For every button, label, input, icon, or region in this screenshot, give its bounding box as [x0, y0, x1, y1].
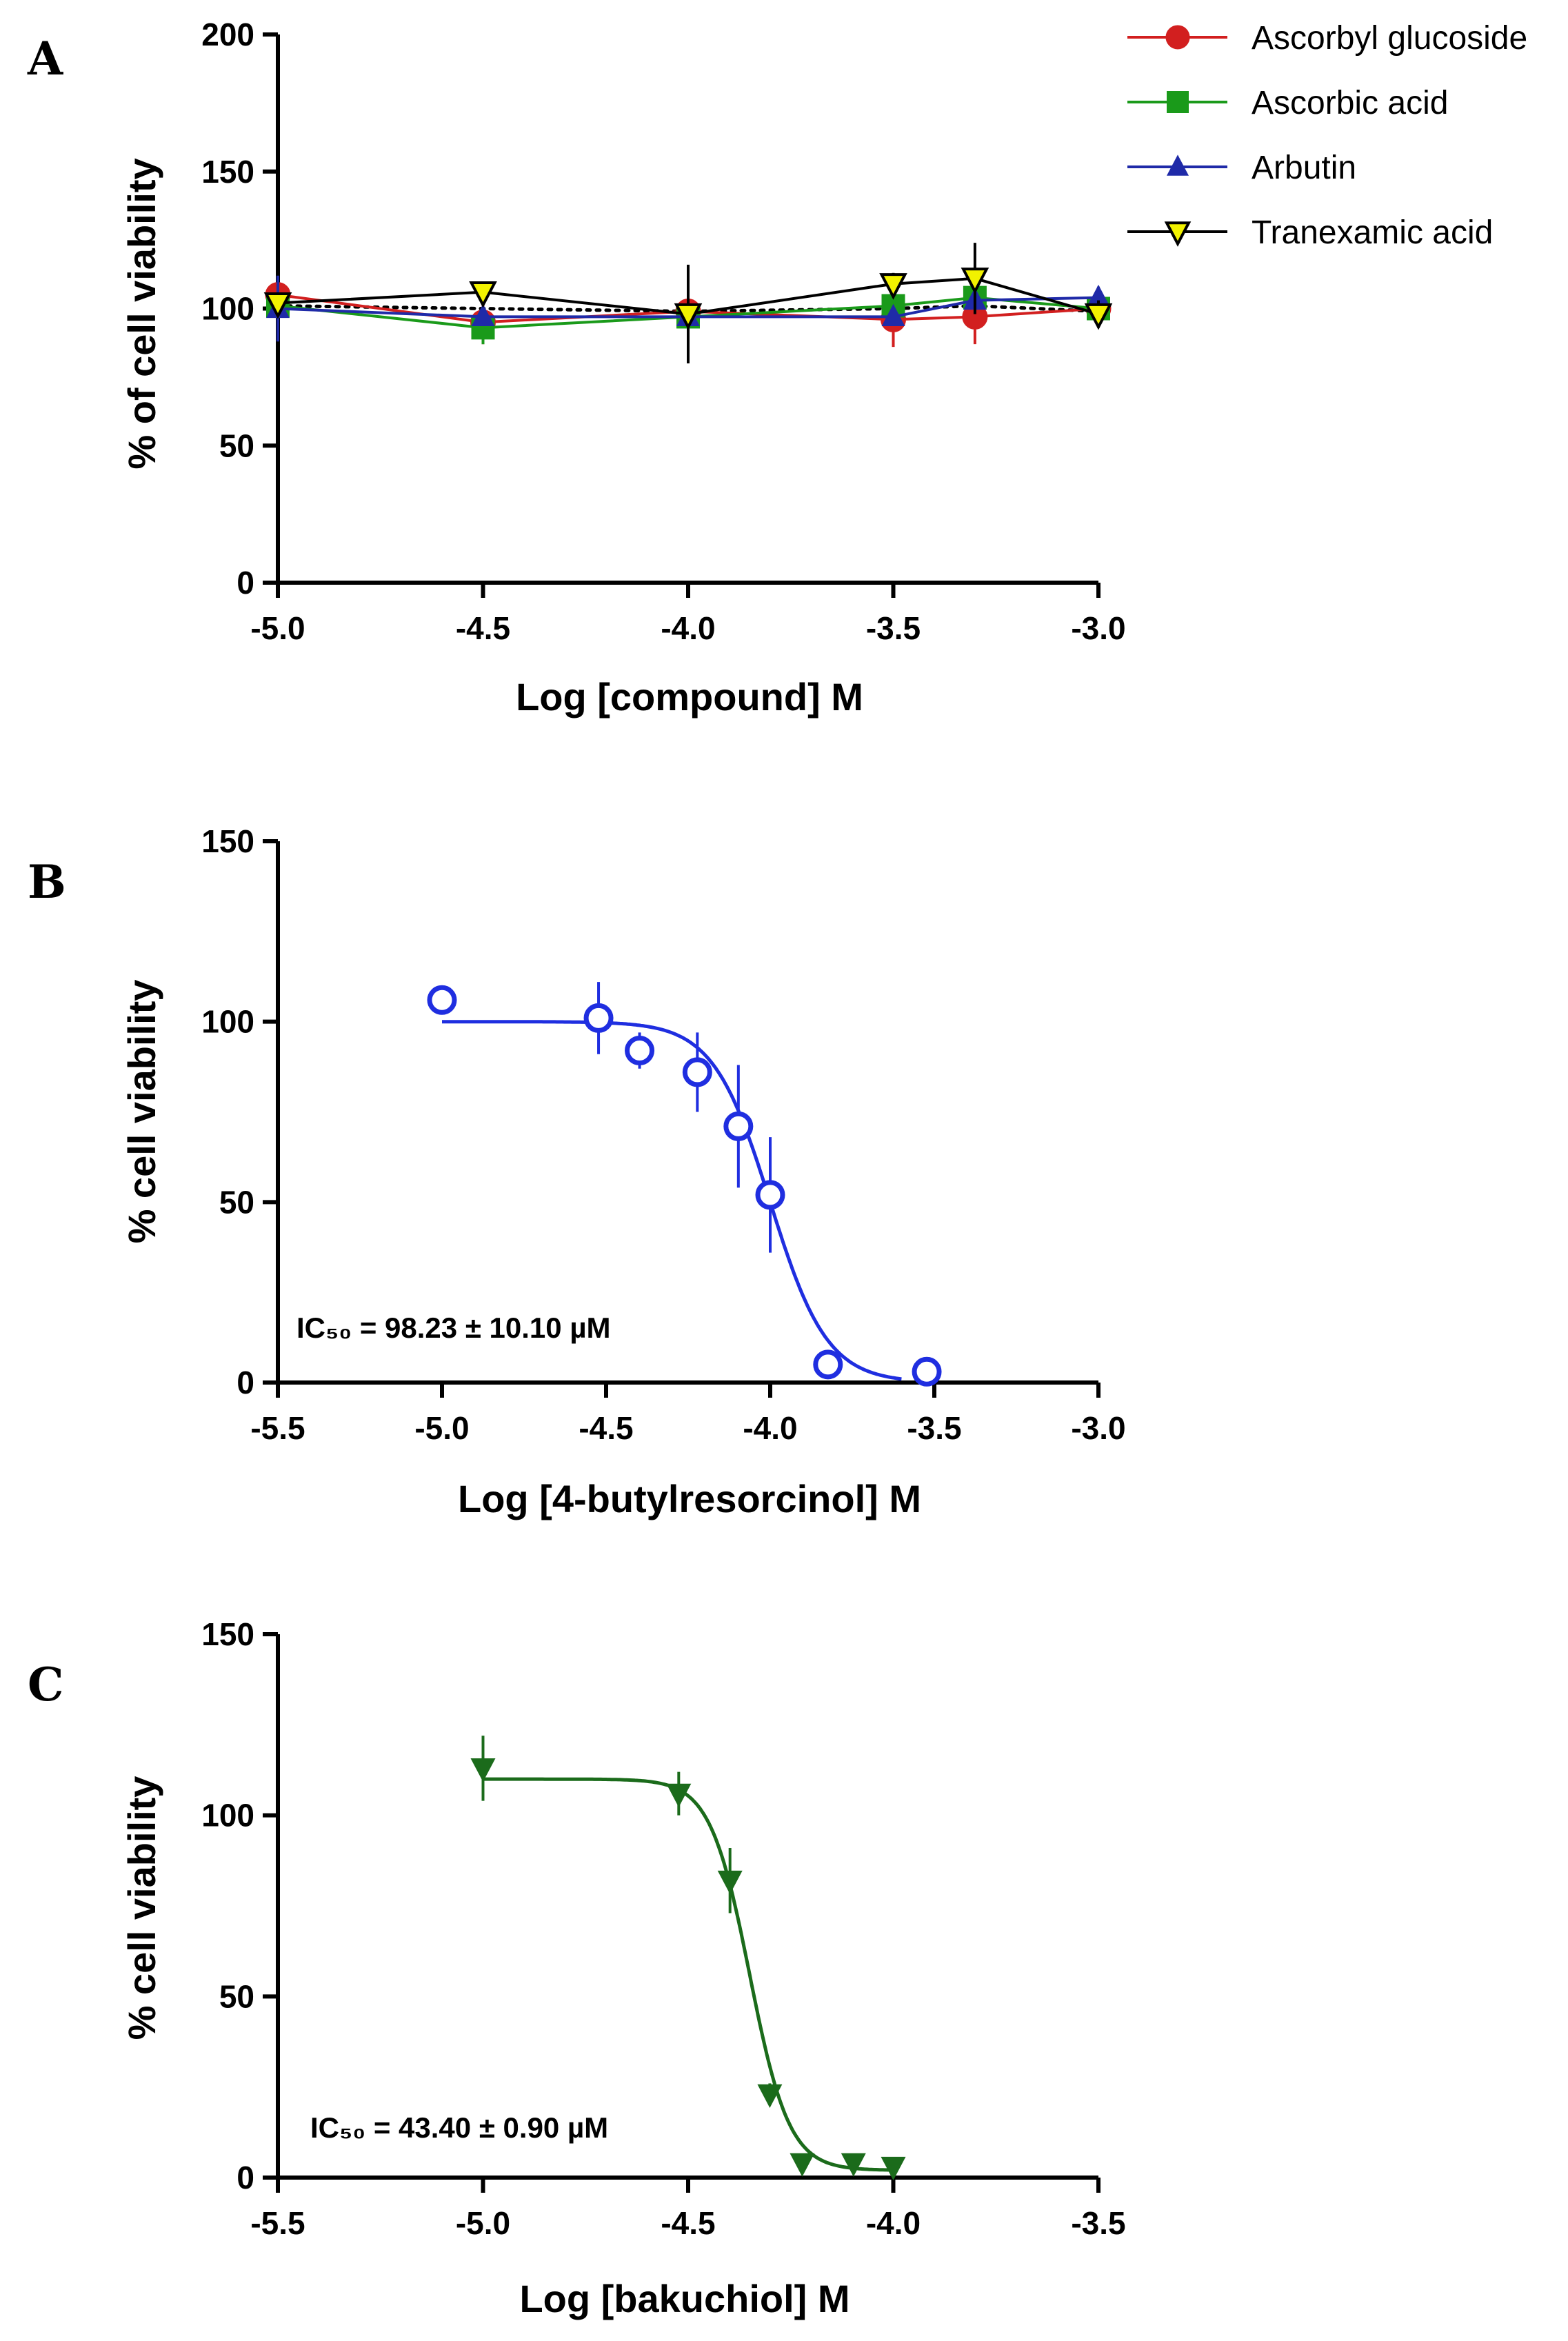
legend-entry: Ascorbic acid [1252, 85, 1448, 121]
panel-c-y-tick-label: 100 [201, 1798, 254, 1833]
panel-c: C -5.5 -5.0 -4.5 -4.0 -3.5 0 50 100 150 Log [bak… [28, 1616, 1126, 2320]
panel-b-label: B [28, 855, 66, 909]
panel-b-fit-curve [442, 1020, 902, 1381]
panel-b-x-tick-label: -3.5 [907, 1410, 961, 1446]
panel-a-x-tick-label: -4.5 [456, 610, 510, 646]
panel-a-y-tick-label: 0 [237, 565, 254, 601]
legend-marker [1167, 91, 1189, 113]
panel-a-plot: -5.0 -4.5 -4.0 -3.5 -3.0 0 50 100 150 200 [201, 17, 1125, 646]
panel-b-y-tick-label: 50 [219, 1184, 254, 1220]
panel-a: A -5.0 -4.5 -4.0 -3.5 -3.0 0 50 100 150 200 Log [… [27, 17, 1527, 719]
panel-a-label: A [27, 32, 63, 86]
panel-b-x-tick-label: -3.0 [1071, 1410, 1125, 1446]
panel-b-x-tick-label: -4.0 [743, 1410, 797, 1446]
panel-c-annotation: IC₅₀ = 43.40 ± 0.90 µM [310, 2111, 608, 2144]
panel-c-x-tick-label: -4.0 [866, 2205, 921, 2241]
panel-a-y-tick-label: 50 [219, 428, 254, 463]
panel-c-plot: -5.5 -5.0 -4.5 -4.0 -3.5 0 50 100 150 [201, 1616, 1125, 2241]
panel-a-data-point [879, 273, 907, 300]
panel-b-x-tick-label: -5.0 [414, 1410, 469, 1446]
panel-b-data-point [912, 1356, 942, 1387]
panel-c-data-point [666, 1783, 692, 1807]
panel-c-data-point [717, 1870, 743, 1895]
legend-marker [1164, 221, 1192, 247]
panel-b-y-tick-label: 100 [201, 1004, 254, 1040]
legend-marker [1165, 25, 1190, 50]
panel-c-y-tick-label: 0 [237, 2160, 254, 2196]
panel-a-legend: Ascorbyl glucoside Ascorbic acid Arbutin Tr… [1127, 20, 1527, 251]
panel-a-series-line [277, 277, 1099, 316]
panel-c-label: C [28, 1658, 64, 1711]
panel-a-y-tick-label: 200 [201, 17, 254, 52]
panel-a-data-point [1087, 284, 1110, 308]
legend-entry: Arbutin [1252, 150, 1356, 186]
panel-c-x-tick-label: -5.5 [250, 2205, 305, 2241]
panel-a-data-point [1084, 303, 1113, 330]
panel-a-x-tick-label: -3.0 [1071, 610, 1125, 646]
panel-b-plot: -5.5 -5.0 -4.5 -4.0 -3.5 -3.0 0 50 100 150 [201, 823, 1125, 1446]
panel-a-data-point [674, 303, 703, 330]
panel-a-y-tick-label: 100 [201, 291, 254, 327]
panel-c-data-point [841, 2153, 866, 2177]
panel-a-x-axis-title: Log [compound] M [516, 675, 863, 719]
panel-b-y-tick-label: 0 [237, 1365, 254, 1400]
panel-b-data-point [625, 1036, 655, 1066]
panel-b: B -5.5 -5.0 -4.5 -4.0 -3.5 -3.0 0 50 100 150 Log … [28, 823, 1126, 1520]
panel-c-x-tick-label: -5.0 [456, 2205, 510, 2241]
panel-c-y-tick-label: 150 [201, 1616, 254, 1652]
panel-a-data-point [469, 281, 497, 308]
legend-entry: Ascorbyl glucoside [1252, 20, 1527, 57]
panel-b-y-tick-label: 150 [201, 823, 254, 859]
panel-c-y-axis-title: % cell viability [120, 1776, 163, 2040]
panel-a-series-line [277, 296, 1099, 319]
panel-c-data-point [470, 1758, 496, 1782]
panel-a-x-tick-label: -5.0 [250, 610, 305, 646]
panel-c-y-tick-label: 50 [219, 1978, 254, 2014]
panel-a-x-tick-label: -3.5 [866, 610, 921, 646]
panel-b-x-tick-label: -5.5 [250, 1410, 305, 1446]
panel-a-data-point [881, 303, 905, 327]
panel-c-data-point [881, 2156, 906, 2181]
panel-c-data-point [790, 2153, 815, 2177]
panel-c-x-tick-label: -4.5 [661, 2205, 715, 2241]
panel-a-x-tick-label: -4.0 [661, 610, 715, 646]
panel-b-data-point [682, 1057, 712, 1087]
panel-b-data-point [813, 1349, 843, 1380]
panel-a-y-axis-title: % of cell viability [120, 158, 163, 469]
panel-b-annotation: IC₅₀ = 98.23 ± 10.10 µM [296, 1312, 611, 1344]
legend-entry: Tranexamic acid [1252, 214, 1493, 251]
panel-c-data-point [757, 2084, 783, 2108]
panel-b-data-point [583, 1003, 614, 1033]
panel-b-data-point [755, 1180, 785, 1210]
panel-b-data-point [723, 1111, 754, 1141]
panel-c-x-axis-title: Log [bakuchiol] M [519, 2277, 850, 2320]
panel-a-data-point [263, 292, 292, 319]
panel-a-data-point [961, 268, 989, 294]
panel-c-x-tick-label: -3.5 [1071, 2205, 1125, 2241]
panel-b-x-axis-title: Log [4-butylresorcinol] M [458, 1477, 921, 1520]
panel-b-x-tick-label: -4.5 [579, 1410, 633, 1446]
panel-b-y-axis-title: % cell viability [120, 980, 163, 1244]
panel-a-y-tick-label: 150 [201, 154, 254, 190]
legend-marker [1167, 154, 1189, 176]
panel-a-data-point [471, 303, 495, 327]
panel-c-fit-curve [483, 1777, 894, 2172]
panel-b-data-point [427, 985, 457, 1015]
